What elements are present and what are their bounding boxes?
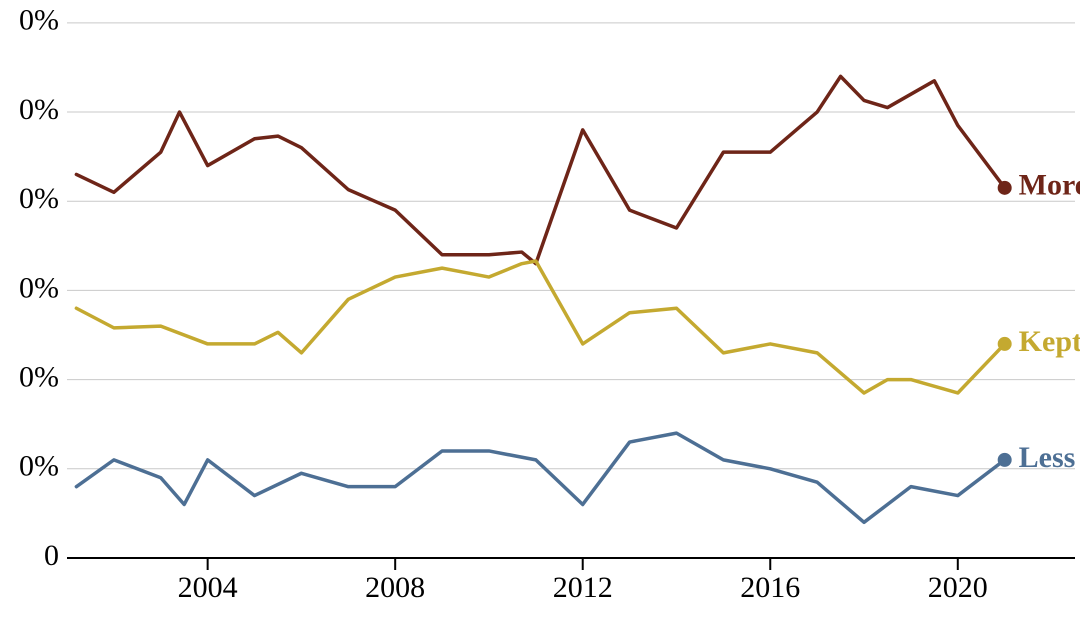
- y-tick-label: 0%: [19, 93, 59, 126]
- line-chart: 0 0% 0% 0% 0% 0% 0% 2004 2008 2012 2016 2020 More st…: [0, 0, 1080, 630]
- series-line-kept-as-now: [76, 261, 1004, 393]
- y-tick-label: 0%: [19, 271, 59, 304]
- series-line-more-strict: [76, 76, 1004, 263]
- series-end-marker: [998, 181, 1012, 195]
- chart-svg: 0 0% 0% 0% 0% 0% 0% 2004 2008 2012 2016 2020 More st…: [0, 0, 1080, 630]
- series-label-less-strict: Less strict: [1019, 441, 1080, 474]
- y-tick-label: 0%: [19, 361, 59, 394]
- series-label-kept-as-now: Kept as now: [1019, 325, 1080, 358]
- series-label-more-strict: More strict: [1019, 169, 1080, 202]
- y-tick-label: 0%: [19, 450, 59, 483]
- y-tick-label: 0%: [19, 182, 59, 215]
- y-tick-label: 0: [44, 539, 59, 572]
- y-tick-label: 0%: [19, 4, 59, 37]
- x-tick-label: 2004: [178, 571, 238, 604]
- x-tick-label: 2008: [365, 571, 425, 604]
- series-end-marker: [998, 337, 1012, 351]
- x-tick-label: 2016: [740, 571, 800, 604]
- x-tick-label: 2020: [928, 571, 988, 604]
- series-line-less-strict: [76, 433, 1004, 522]
- series-end-marker: [998, 453, 1012, 467]
- x-tick-label: 2012: [553, 571, 613, 604]
